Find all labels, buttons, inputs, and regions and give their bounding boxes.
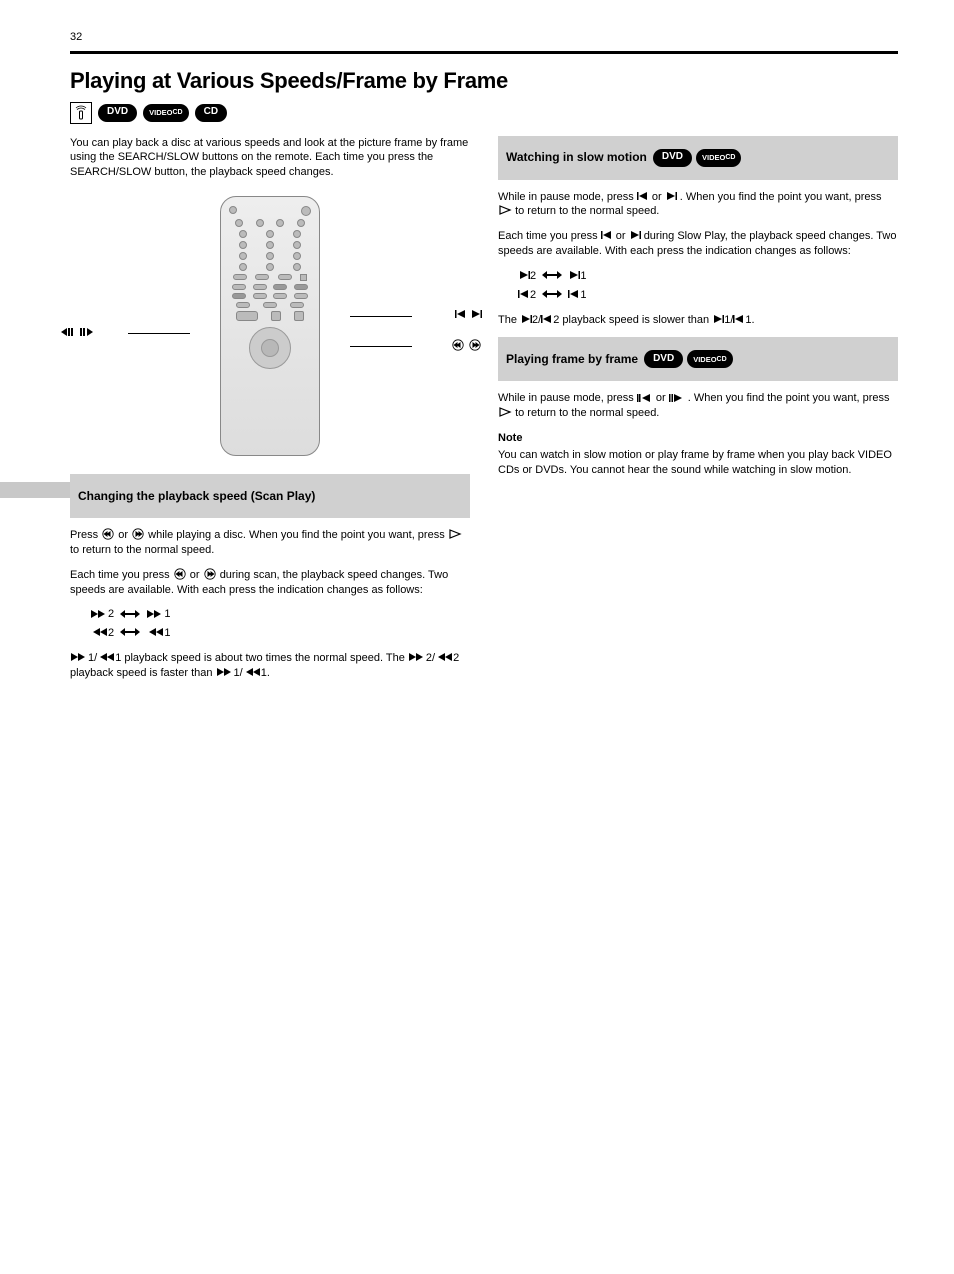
scan-heading-text: Changing the playback speed (Scan Play) (78, 488, 315, 504)
slow-rev-icon (518, 289, 530, 299)
note-text: You can watch in slow motion or play fra… (498, 448, 898, 478)
slow-right-label (455, 310, 482, 320)
slow-fwd-icon (568, 270, 580, 280)
remote-diagram (70, 196, 470, 456)
slow-fwd-icon (712, 314, 724, 324)
slow-heading-text: Watching in slow motion (506, 149, 647, 165)
rw-icon (435, 652, 453, 662)
search-fwd-icon (468, 339, 482, 351)
frame-p1: While in pause mode, press or . When you… (498, 391, 898, 421)
scan-p3: 1/1 playback speed is about two times th… (70, 651, 470, 681)
search-fwd-icon (203, 568, 217, 580)
search-fwd-icon (131, 528, 145, 540)
search-rev-icon (101, 528, 115, 540)
slow-p1: While in pause mode, press or . When you… (498, 190, 898, 220)
ff-icon (70, 652, 88, 662)
step-rev-icon (637, 393, 653, 403)
step-fwd-icon (79, 327, 95, 337)
left-column: You can play back a disc at various spee… (70, 136, 470, 691)
video-cd-badge: VIDEOCD (687, 350, 732, 368)
slow-rev-icon (601, 230, 613, 240)
slow-rev-icon (568, 289, 580, 299)
video-cd-badge: VIDEOCD (696, 149, 741, 167)
note-heading: Note (498, 431, 898, 446)
intro-text: You can play back a disc at various spee… (70, 136, 470, 181)
slow-rev-icon (637, 191, 649, 201)
slow-p3: The 2/2 playback speed is slower than 1/… (498, 313, 898, 328)
search-rev-icon (451, 339, 465, 351)
top-rule (70, 51, 898, 54)
ff-icon (90, 609, 108, 619)
rw-icon (243, 667, 261, 677)
step-fwd-icon (669, 393, 685, 403)
search-rev-icon (173, 568, 187, 580)
ff-icon (216, 667, 234, 677)
slow-rev-icon (541, 314, 553, 324)
page-tab (0, 482, 70, 498)
rw-icon (97, 652, 115, 662)
scan-section-heading: Changing the playback speed (Scan Play) (70, 474, 470, 518)
scan-p2: Each time you press or during scan, the … (70, 568, 470, 598)
slow-fwd-icon (470, 309, 482, 319)
search-right-label (451, 340, 482, 352)
slow-left-label (60, 328, 95, 338)
slow-rev-icon (455, 309, 467, 319)
rw-icon (146, 627, 164, 637)
page-number: 32 (70, 30, 898, 45)
bidir-icon (120, 610, 140, 618)
scan-seq-rev: 2 1 (90, 626, 470, 641)
scan-seq-fwd: 2 1 (90, 607, 470, 622)
bidir-icon (542, 271, 562, 279)
slow-fwd-icon (629, 230, 641, 240)
slow-p2: Each time you press or during Slow Play,… (498, 229, 898, 259)
right-column: Watching in slow motion DVD VIDEOCD Whil… (498, 136, 898, 691)
dvd-badge: DVD (644, 350, 683, 368)
bidir-icon (120, 628, 140, 636)
slow-fwd-icon (518, 270, 530, 280)
slow-seq-fwd: 2 1 (518, 269, 898, 284)
dvd-badge: DVD (98, 104, 137, 122)
play-icon (498, 205, 512, 215)
remote-body (220, 196, 320, 456)
play-icon (448, 529, 462, 539)
rw-icon (90, 627, 108, 637)
badge-row: DVD VIDEOCD CD (70, 102, 898, 124)
play-icon (498, 407, 512, 417)
slow-fwd-icon (665, 191, 677, 201)
frame-heading-text: Playing frame by frame (506, 351, 638, 367)
slow-rev-icon (733, 314, 745, 324)
slow-section-heading: Watching in slow motion DVD VIDEOCD (498, 136, 898, 180)
slow-fwd-icon (520, 314, 532, 324)
step-rev-icon (60, 327, 76, 337)
cd-badge: CD (195, 104, 227, 122)
video-cd-badge: VIDEOCD (143, 104, 188, 122)
ff-icon (146, 609, 164, 619)
ff-icon (408, 652, 426, 662)
bidir-icon (542, 290, 562, 298)
page-title: Playing at Various Speeds/Frame by Frame (70, 66, 898, 96)
dvd-badge: DVD (653, 149, 692, 167)
scan-p1: Press or while playing a disc. When you … (70, 528, 470, 558)
frame-section-heading: Playing frame by frame DVD VIDEOCD (498, 337, 898, 381)
remote-icon (70, 102, 92, 124)
slow-seq-rev: 2 1 (518, 288, 898, 303)
